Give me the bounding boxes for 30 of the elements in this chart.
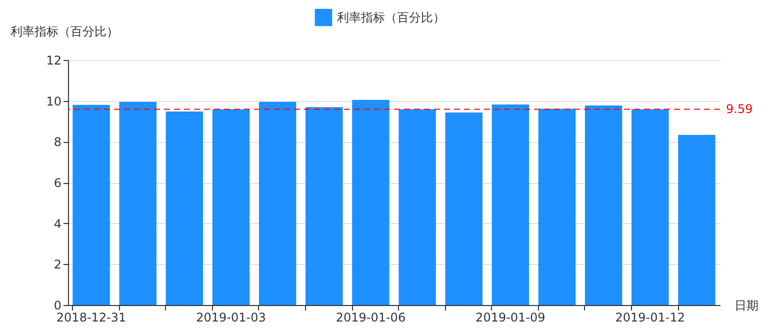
- bar: [352, 100, 390, 305]
- ref-line-label: 9.59: [726, 102, 753, 116]
- y-tick-label: 6: [54, 176, 62, 190]
- bar: [632, 109, 669, 305]
- bar: [306, 107, 343, 305]
- bar: [212, 109, 250, 305]
- bar: [584, 106, 622, 305]
- y-tick-label: 2: [54, 258, 62, 272]
- x-tick-label: 2019-01-09: [476, 310, 546, 324]
- bar: [678, 134, 716, 305]
- x-tick-label: 2019-01-06: [336, 310, 406, 324]
- bar: [72, 104, 110, 305]
- x-tick-label: 2019-01-03: [196, 310, 266, 324]
- y-tick-label: 12: [46, 54, 62, 68]
- bar: [538, 108, 576, 305]
- bar: [258, 102, 296, 305]
- legend-label: 利率指标（百分比）: [337, 10, 445, 24]
- x-axis-title: 日期: [734, 298, 758, 312]
- y-tick-label: 8: [54, 135, 62, 150]
- x-tick-label: 2019-01-12: [615, 310, 686, 324]
- y-tick-label: 10: [46, 94, 62, 108]
- bar: [445, 112, 482, 305]
- bar: [166, 111, 204, 305]
- bar: [119, 102, 156, 305]
- y-tick-label: 4: [54, 216, 62, 231]
- bar: [398, 109, 436, 305]
- y-tick-label: 0: [54, 298, 62, 312]
- y-axis-title: 利率指标（百分比）: [10, 24, 118, 38]
- x-tick-label: 2018-12-31: [56, 310, 126, 324]
- bar: [492, 104, 530, 305]
